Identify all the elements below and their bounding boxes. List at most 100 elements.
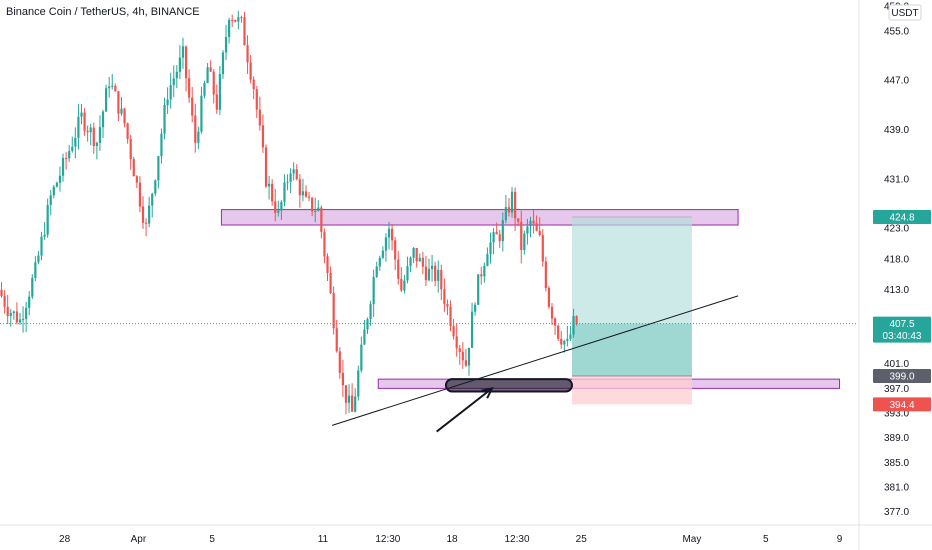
candle-body (92, 127, 95, 146)
candle-body (467, 347, 471, 366)
candle-body (535, 223, 538, 231)
candle-body (317, 207, 320, 211)
candle-body (446, 304, 449, 307)
candle-body (406, 266, 409, 281)
candle-body (246, 45, 249, 63)
candle-body (181, 46, 185, 58)
candle-body (375, 266, 378, 277)
candle-body (347, 395, 351, 403)
candle-body (34, 262, 37, 278)
candle-body (228, 20, 231, 37)
candle-body (295, 169, 298, 180)
y-tick-label: 377.0 (884, 507, 909, 518)
candle-body (517, 218, 520, 222)
candle-body (151, 193, 154, 206)
candle-body (6, 306, 9, 317)
candle-body (212, 71, 215, 95)
candle-body (231, 20, 234, 22)
candle-body (415, 247, 418, 262)
candle-body (387, 228, 391, 238)
currency-badge[interactable] (888, 4, 922, 21)
candle-body (304, 191, 308, 197)
candle-body (111, 85, 114, 87)
candle-body (86, 130, 89, 133)
candle-body (470, 311, 474, 348)
candle-body (206, 67, 209, 84)
candle-body (523, 233, 526, 251)
candle-body (15, 311, 19, 323)
candle-body (80, 112, 83, 117)
candle-body (320, 207, 323, 232)
candle-body (575, 316, 578, 324)
candle-body (123, 108, 126, 124)
candle-body (332, 292, 335, 329)
price-tag-box (873, 397, 931, 412)
candle-body (283, 182, 286, 202)
candle-body (126, 123, 129, 139)
candle-body (178, 57, 182, 72)
candle-body (12, 311, 15, 313)
y-tick-label: 385.0 (884, 458, 909, 469)
candle-body (65, 158, 68, 160)
candle-body (25, 307, 28, 320)
candle-body (492, 232, 495, 243)
candle-body (46, 204, 49, 235)
candle-body (437, 269, 440, 281)
candle-body (77, 116, 80, 138)
candle-body (3, 296, 6, 307)
price-axis[interactable]: 459.0455.0447.0439.0431.0423.0418.0413.0… (884, 2, 909, 519)
chart-title: Binance Coin / TetherUS, 4h, BINANCE (6, 6, 200, 18)
candle-body (264, 147, 268, 187)
y-tick-label: 389.0 (884, 433, 909, 444)
candle-body (114, 85, 117, 92)
candle-body (553, 318, 557, 326)
candle-body (258, 109, 261, 126)
y-tick-label: 439.0 (884, 125, 909, 136)
candle-body (550, 306, 554, 319)
x-tick-label: 18 (447, 534, 459, 545)
candle-body (421, 257, 424, 267)
x-tick-label: 28 (59, 534, 71, 545)
currency-label: USDT (891, 8, 918, 19)
candle-body (166, 99, 169, 105)
candle-body (464, 360, 468, 366)
time-axis[interactable]: 28 Apr 5 11 12:30 18 12:30 25 May 5 9 (59, 534, 843, 545)
candle-body (138, 182, 142, 207)
candle-body (135, 176, 138, 183)
price-tag-box (873, 316, 931, 343)
price-tag-label: 399.0 (889, 372, 914, 383)
candle-body (301, 191, 305, 196)
candle-body (157, 156, 160, 181)
candle-body (378, 257, 381, 267)
candle-body (184, 46, 188, 79)
candle-body (307, 196, 311, 198)
candle-body (504, 207, 507, 221)
candle-body (71, 146, 74, 151)
candle-body (255, 89, 258, 110)
candle-body (514, 191, 517, 219)
candle-body (129, 138, 132, 160)
candle-body (194, 115, 197, 143)
candle-body (529, 220, 532, 227)
candle-body (341, 372, 344, 386)
candle-body (237, 17, 240, 22)
candle-body (572, 316, 575, 335)
x-tick-label: 9 (837, 534, 843, 545)
long-position-tool[interactable] (572, 216, 692, 405)
candle-body (563, 340, 566, 345)
price-tag-label: 424.8 (889, 212, 914, 223)
candle-body (9, 312, 12, 317)
candle-body (400, 278, 403, 291)
candle-body (58, 175, 62, 183)
x-tick-label: 12:30 (375, 534, 400, 545)
candle-body (175, 71, 178, 79)
candle-body (68, 150, 71, 159)
x-tick-label: 25 (576, 534, 588, 545)
candle-body (108, 86, 111, 89)
drawings-layer (0, 295, 858, 433)
candle-body (200, 95, 203, 132)
x-tick-label: May (682, 534, 701, 545)
candle-body (424, 266, 428, 281)
